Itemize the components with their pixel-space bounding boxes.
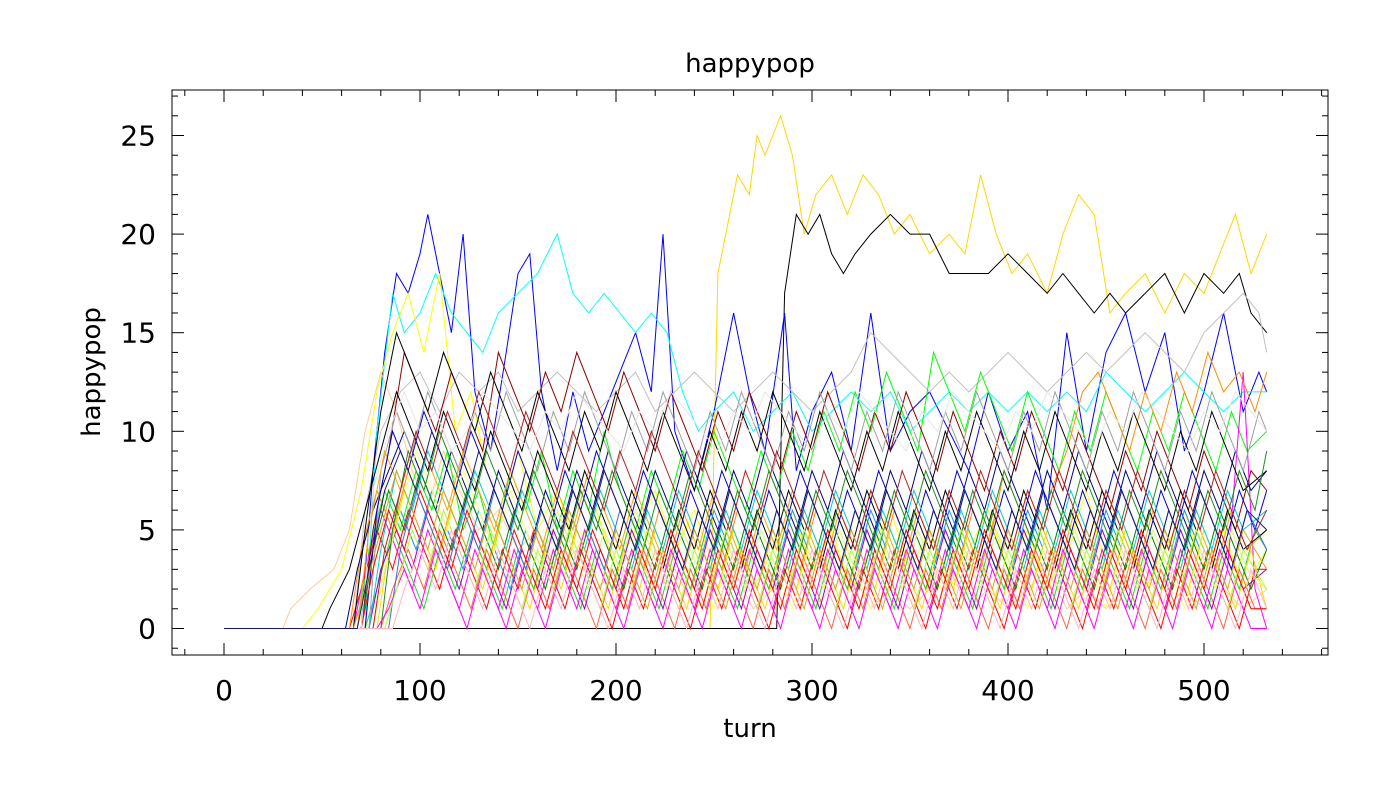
- series-line-22: [224, 469, 1268, 629]
- series-line-33: [224, 390, 1268, 629]
- series-line-28: [224, 488, 1267, 629]
- x-tick-label: 0: [215, 674, 233, 707]
- x-tick-label: 500: [1177, 674, 1230, 707]
- series-line-3: [224, 214, 1268, 629]
- series-line-29: [224, 429, 1268, 629]
- x-axis: 0 100 200 300 400 500: [184, 90, 1323, 707]
- series-line-6: [224, 370, 1268, 629]
- series-line-23: [224, 330, 1268, 629]
- series-line-15: [224, 390, 1268, 629]
- series-line-9: [224, 508, 1267, 631]
- series-line-25: [224, 449, 1268, 629]
- y-tick-label: 5: [138, 514, 156, 547]
- y-tick-label: 0: [138, 613, 156, 646]
- series-line-30: [224, 469, 1268, 629]
- y-tick-label: 20: [120, 218, 156, 251]
- x-tick-label: 400: [981, 674, 1034, 707]
- y-axis: 0 5 10 15 20 25: [120, 95, 1328, 649]
- series-line-36: [224, 429, 1268, 629]
- chart-title: happypop: [685, 49, 815, 79]
- series-line-2: [224, 212, 1268, 629]
- y-tick-label: 15: [120, 317, 156, 350]
- series-line-34: [224, 390, 1268, 629]
- x-axis-label: turn: [723, 714, 776, 744]
- y-axis-label: happypop: [77, 307, 107, 437]
- x-tick-label: 300: [785, 674, 838, 707]
- series-line-1: [224, 114, 1268, 629]
- x-tick-label: 200: [589, 674, 642, 707]
- y-tick-label: 25: [120, 120, 156, 153]
- series-line-26: [224, 548, 1267, 631]
- series-line-4: [224, 232, 1267, 629]
- series-line-35: [224, 528, 1268, 631]
- y-tick-label: 10: [120, 415, 156, 448]
- series-line-12: [224, 350, 1268, 629]
- x-tick-label: 100: [393, 674, 446, 707]
- plot-lines: [224, 114, 1268, 631]
- series-line-7: [224, 292, 1268, 629]
- series-line-20: [224, 528, 1267, 631]
